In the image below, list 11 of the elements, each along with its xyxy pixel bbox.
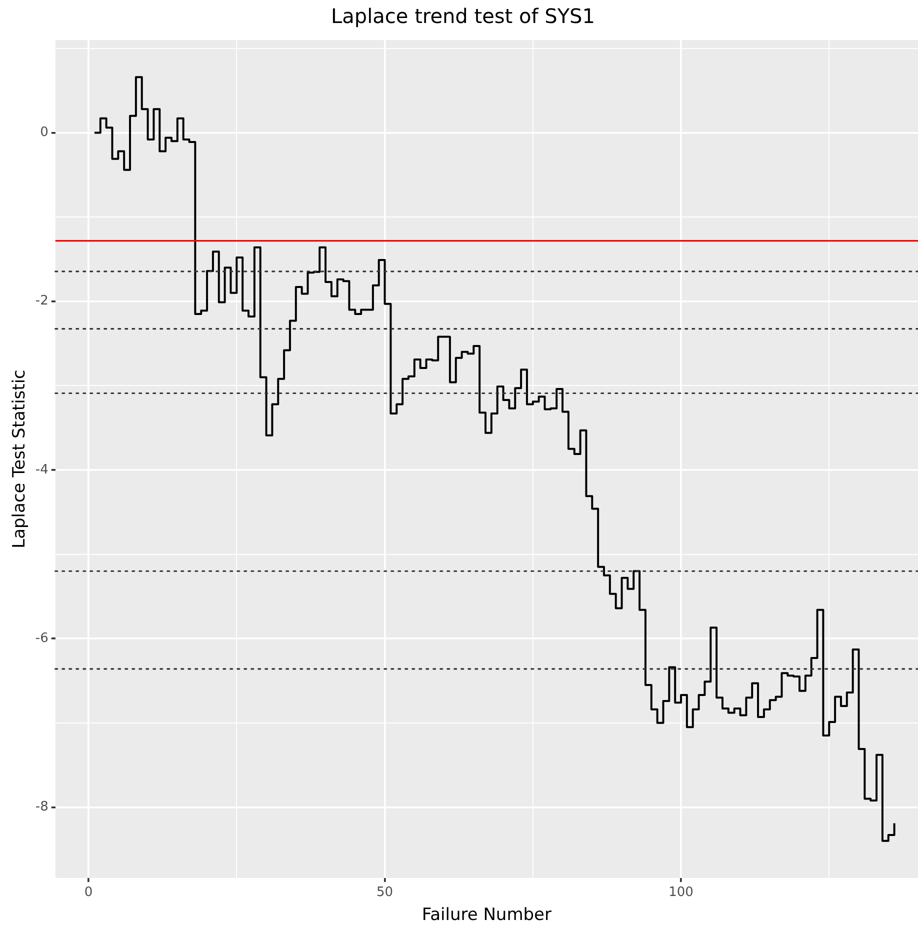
x-tick-label: 50 [376, 885, 394, 900]
x-tick-label: 0 [84, 885, 93, 900]
y-tick-label: -8 [35, 800, 48, 815]
chart-title: Laplace trend test of SYS1 [331, 4, 595, 28]
y-tick-label: -6 [35, 630, 48, 646]
y-axis-title: Laplace Test Statistic [10, 370, 30, 548]
y-tick-label: -2 [35, 294, 48, 309]
x-tick-label: 100 [668, 885, 694, 900]
y-tick-label: -4 [35, 462, 48, 478]
y-tick-label: 0 [40, 125, 48, 140]
x-axis-title: Failure Number [422, 905, 552, 926]
